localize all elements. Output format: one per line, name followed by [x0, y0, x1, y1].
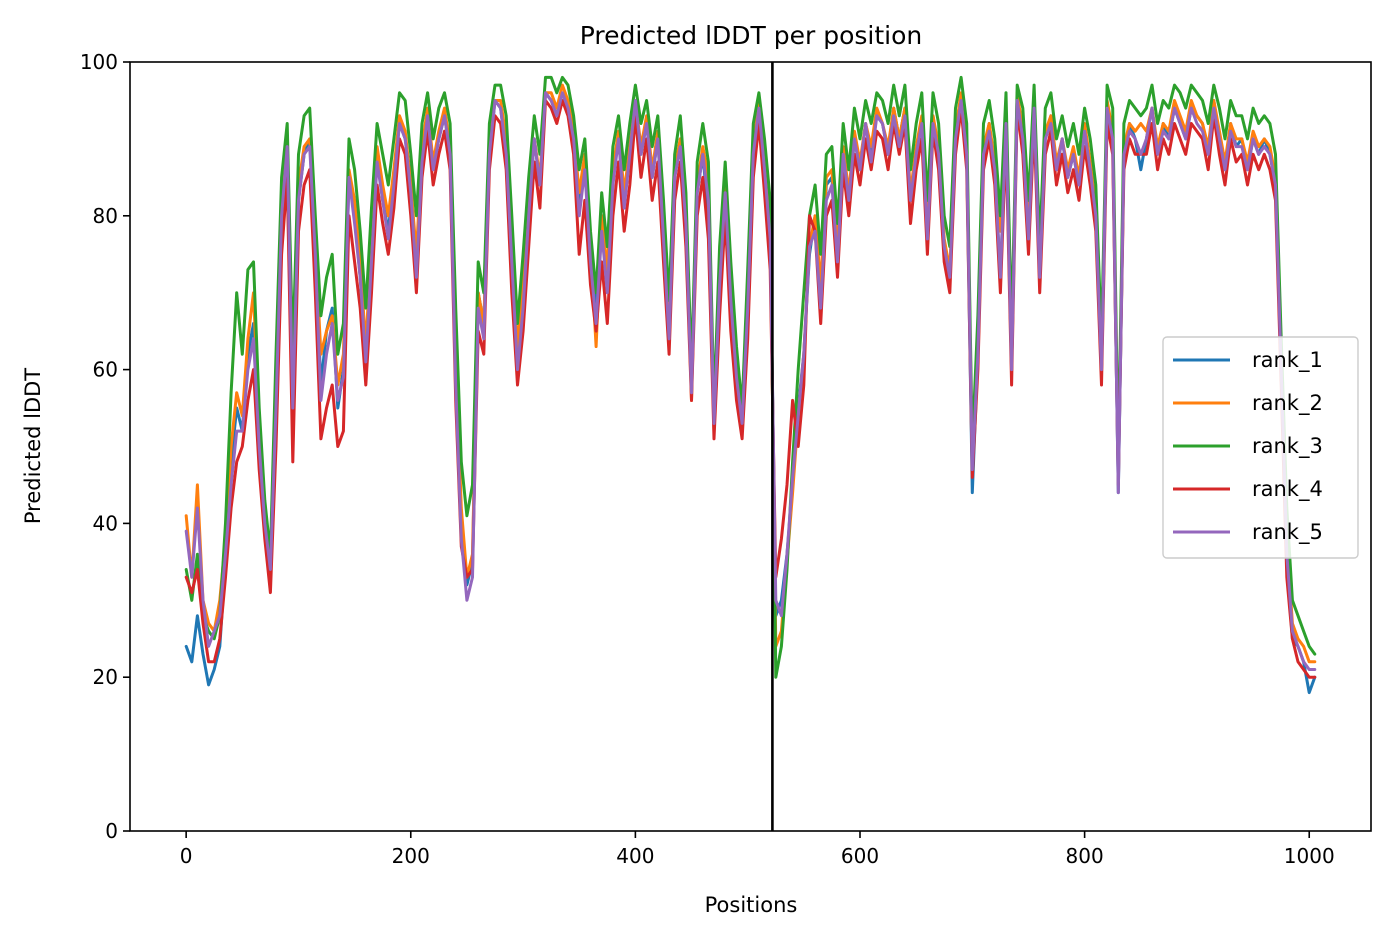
x-tick-label: 800	[1066, 844, 1104, 868]
legend-box	[1162, 336, 1359, 559]
x-tick-label: 600	[841, 844, 879, 868]
plot-frame	[129, 61, 1372, 832]
legend-label-rank-5: rank_5	[1252, 520, 1323, 545]
series-line-rank-5	[184, 91, 1317, 671]
y-tick-label: 80	[93, 204, 118, 228]
x-tick-label: 1000	[1284, 844, 1335, 868]
y-tick-label: 20	[93, 665, 118, 689]
x-tick-label: 0	[180, 844, 193, 868]
x-axis-label: Positions	[705, 893, 798, 917]
legend-label-rank-2: rank_2	[1252, 391, 1323, 416]
legend-label-rank-3: rank_3	[1252, 434, 1323, 459]
y-tick-label: 40	[93, 511, 118, 535]
legend-label-rank-1: rank_1	[1252, 348, 1323, 373]
y-axis-label: Predicted lDDT	[21, 368, 45, 524]
legend: rank_1 rank_2 rank_3 rank_4 rank_5	[1162, 336, 1359, 559]
x-axis-ticks: 0 200 400 600 800 1000	[180, 831, 1335, 868]
y-tick-label: 100	[80, 50, 118, 74]
series-lines	[184, 75, 1317, 695]
chart-title: Predicted lDDT per position	[580, 21, 922, 50]
legend-label-rank-4: rank_4	[1252, 477, 1323, 502]
y-tick-label: 60	[93, 358, 118, 382]
y-axis-ticks: 0 20 40 60 80 100	[80, 50, 130, 843]
y-tick-label: 0	[105, 819, 118, 843]
x-tick-label: 200	[392, 844, 430, 868]
x-tick-label: 400	[616, 844, 654, 868]
